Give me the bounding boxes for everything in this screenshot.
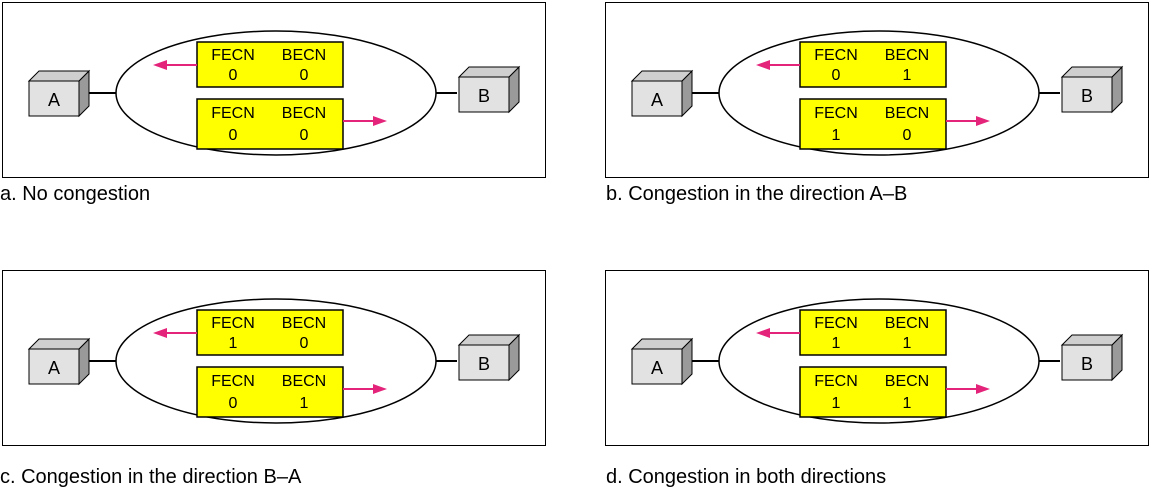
node-b-label: B: [478, 86, 490, 106]
fecn-value: 1: [832, 127, 841, 144]
node-a: A: [27, 69, 91, 118]
fecn-header: FECN: [814, 105, 858, 122]
node-b-label: B: [1081, 86, 1093, 106]
diagram-congestion-both: A B FECN BECN 1 1 FECN BECN 1 1: [630, 298, 1124, 424]
frame-bottom: FECN BECN 0 1: [196, 366, 344, 418]
node-a-label: A: [651, 358, 663, 378]
panel-congestion-both: A B FECN BECN 1 1 FECN BECN 1 1: [605, 270, 1149, 446]
arrow-right: [343, 384, 387, 394]
becn-header: BECN: [885, 315, 929, 332]
frame-bottom: FECN BECN 1 0: [799, 98, 947, 150]
fecn-header: FECN: [211, 47, 255, 64]
fecn-header: FECN: [814, 373, 858, 390]
arrow-right: [946, 116, 990, 126]
panel-congestion-a-b: A B FECN BECN 0 1 FECN BECN 1 0: [605, 2, 1149, 178]
frame-bottom: FECN BECN 0 0: [196, 98, 344, 150]
frame-top: FECN BECN 1 0: [196, 309, 344, 356]
diagram-congestion-a-b: A B FECN BECN 0 1 FECN BECN 1 0: [630, 30, 1124, 156]
fecn-value: 0: [832, 67, 841, 84]
node-a-label: A: [651, 90, 663, 110]
fecn-header: FECN: [211, 105, 255, 122]
node-b: B: [457, 333, 521, 382]
arrow-left: [153, 328, 197, 338]
panel-congestion-b-a: A B FECN BECN 1 0 FECN BECN 0 1: [2, 270, 546, 446]
node-a-label: A: [48, 90, 60, 110]
panel-no-congestion: A B FECN BECN 0 0 FECN BECN 0 0: [2, 2, 546, 178]
arrow-left: [756, 60, 800, 70]
fecn-value: 0: [229, 127, 238, 144]
node-b: B: [1060, 333, 1124, 382]
fecn-header: FECN: [814, 315, 858, 332]
becn-value: 0: [903, 127, 912, 144]
becn-header: BECN: [282, 47, 326, 64]
diagram-congestion-b-a: A B FECN BECN 1 0 FECN BECN 0 1: [27, 298, 521, 424]
becn-header: BECN: [282, 373, 326, 390]
frame-top: FECN BECN 0 1: [799, 41, 947, 88]
network-cloud: [718, 30, 1040, 156]
fecn-value: 1: [832, 335, 841, 352]
becn-value: 0: [300, 67, 309, 84]
network-cloud: [115, 298, 437, 424]
node-a: A: [630, 337, 694, 386]
caption-no-congestion: a. No congestion: [0, 183, 151, 205]
becn-value: 0: [300, 127, 309, 144]
fecn-value: 1: [832, 395, 841, 412]
caption-congestion-b-a: c. Congestion in the direction B–A: [0, 466, 302, 488]
fecn-header: FECN: [814, 47, 858, 64]
node-a-label: A: [48, 358, 60, 378]
fecn-value: 1: [229, 335, 238, 352]
becn-value: 1: [903, 67, 912, 84]
fecn-value: 0: [229, 395, 238, 412]
frame-top: FECN BECN 1 1: [799, 309, 947, 356]
node-b-label: B: [1081, 354, 1093, 374]
arrow-right: [343, 116, 387, 126]
fecn-header: FECN: [211, 373, 255, 390]
becn-value: 0: [300, 335, 309, 352]
becn-value: 1: [903, 395, 912, 412]
frame-top: FECN BECN 0 0: [196, 41, 344, 88]
becn-value: 1: [903, 335, 912, 352]
arrow-left: [153, 60, 197, 70]
fecn-header: FECN: [211, 315, 255, 332]
becn-header: BECN: [282, 105, 326, 122]
becn-header: BECN: [885, 47, 929, 64]
diagram-no-congestion: A B FECN BECN 0 0 FECN BECN 0 0: [27, 30, 521, 156]
caption-congestion-a-b: b. Congestion in the direction A–B: [606, 183, 908, 205]
arrow-left: [756, 328, 800, 338]
becn-header: BECN: [885, 373, 929, 390]
node-a: A: [27, 337, 91, 386]
fecn-value: 0: [229, 67, 238, 84]
becn-header: BECN: [282, 315, 326, 332]
becn-header: BECN: [885, 105, 929, 122]
becn-value: 1: [300, 395, 309, 412]
arrow-right: [946, 384, 990, 394]
network-cloud: [718, 298, 1040, 424]
node-b-label: B: [478, 354, 490, 374]
node-b: B: [457, 65, 521, 114]
node-b: B: [1060, 65, 1124, 114]
caption-congestion-both: d. Congestion in both directions: [606, 466, 887, 488]
frame-bottom: FECN BECN 1 1: [799, 366, 947, 418]
network-cloud: [115, 30, 437, 156]
node-a: A: [630, 69, 694, 118]
